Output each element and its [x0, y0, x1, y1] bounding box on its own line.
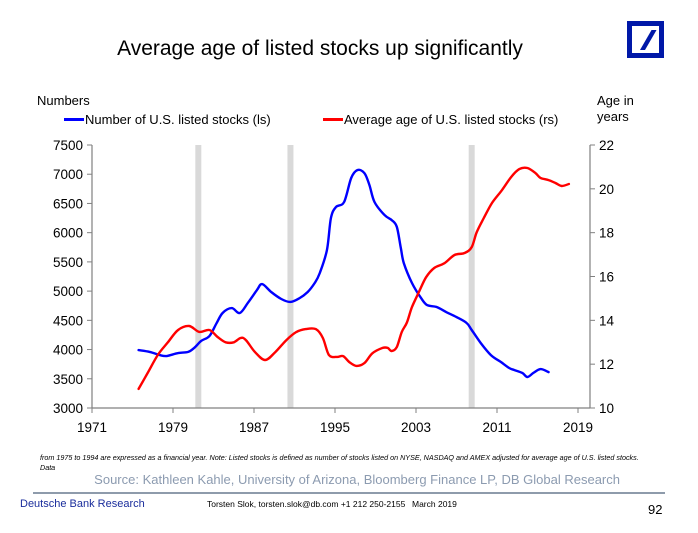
right-y-tick-label: 20: [599, 182, 614, 197]
x-tick-label: 1995: [320, 420, 350, 435]
legend-label: Number of U.S. listed stocks (ls): [85, 112, 271, 127]
left-y-tick-label: 4500: [53, 313, 83, 328]
left-y-tick-label: 3500: [53, 372, 83, 387]
footer-date: March 2019: [412, 499, 457, 509]
series-line-average-age: [137, 166, 571, 391]
x-tick-label: 1979: [158, 420, 188, 435]
footer-divider: [33, 492, 665, 494]
legend-swatch-blue: [64, 118, 84, 121]
right-y-tick-label: 14: [599, 313, 615, 328]
left-y-tick-label: 5000: [53, 284, 83, 299]
x-tick-label: 2011: [482, 420, 511, 435]
legend-item-average-age: Average age of U.S. listed stocks (rs): [323, 112, 558, 127]
left-y-tick-label: 6000: [53, 226, 83, 241]
footer-author: Torsten Slok, torsten.slok@db.com +1 212…: [207, 499, 406, 509]
deutsche-bank-logo-icon: [627, 21, 664, 58]
left-y-tick-label: 7500: [53, 138, 83, 153]
recession-bar: [195, 145, 202, 408]
right-axis-label-line2: years: [597, 109, 629, 124]
chart-note: from 1975 to 1994 are expressed as a fin…: [40, 453, 639, 472]
right-y-tick-label: 12: [599, 357, 614, 372]
series-line-listed-stocks: [137, 168, 550, 379]
page-number: 92: [648, 502, 663, 517]
legend-swatch-red: [323, 118, 343, 121]
right-axis-label-line1: Age in: [597, 93, 634, 108]
left-y-tick-label: 4000: [53, 343, 83, 358]
recession-bar: [287, 145, 294, 408]
right-y-tick-label: 18: [599, 226, 614, 241]
slide-title: Average age of listed stocks up signific…: [117, 37, 523, 60]
source-text: Source: Kathleen Kahle, University of Ar…: [94, 472, 620, 487]
x-tick-label: 1987: [239, 420, 269, 435]
x-tick-label: 1971: [77, 420, 107, 435]
legend-item-listed-stocks: Number of U.S. listed stocks (ls): [64, 112, 271, 127]
left-y-tick-label: 6500: [53, 196, 83, 211]
left-y-tick-label: 5500: [53, 255, 83, 270]
left-y-tick-label: 3000: [53, 401, 83, 416]
x-tick-label: 2019: [563, 420, 593, 435]
legend-label: Average age of U.S. listed stocks (rs): [344, 112, 559, 127]
right-y-tick-label: 16: [599, 270, 614, 285]
left-y-tick-label: 7000: [53, 167, 83, 182]
footer-org: Deutsche Bank Research: [20, 498, 145, 510]
right-y-tick-label: 10: [599, 401, 614, 416]
left-axis-label: Numbers: [37, 93, 90, 108]
right-y-tick-label: 22: [599, 138, 614, 153]
x-tick-label: 2003: [401, 420, 431, 435]
recession-bar: [468, 145, 475, 408]
